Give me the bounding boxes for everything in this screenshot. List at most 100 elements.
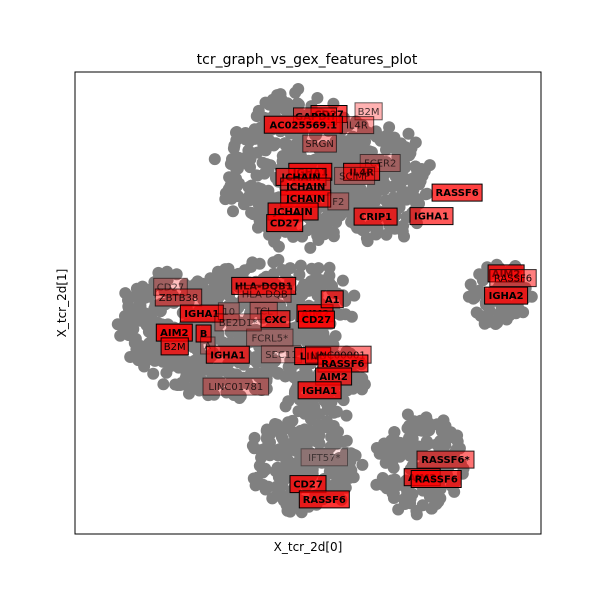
data-point	[126, 307, 139, 320]
data-point	[340, 409, 353, 422]
data-point	[393, 159, 405, 172]
gene-label-text: FCER2	[364, 159, 396, 170]
data-point	[264, 427, 277, 440]
gene-label: IGHA1	[205, 345, 250, 364]
data-point	[208, 367, 221, 380]
data-point	[191, 275, 204, 288]
data-point	[274, 88, 287, 101]
data-point	[284, 357, 297, 370]
gene-label: AC025569.1	[263, 115, 343, 134]
data-point	[291, 97, 304, 110]
gene-label-text: RASSF6*	[421, 455, 470, 466]
gene-label-text: AC025569.1	[270, 120, 338, 131]
gene-label-text: FCRL5*	[251, 333, 288, 344]
gene-label-text: HLA-DQB	[242, 289, 288, 300]
data-point	[262, 480, 275, 493]
gene-label-box	[202, 377, 270, 396]
gene-label-box	[217, 302, 240, 321]
gene-label-text: IGHA1	[414, 212, 449, 223]
data-point	[410, 422, 423, 435]
gene-label: IL4R	[339, 116, 375, 135]
chart-title: tcr_graph_vs_gex_features_plot	[197, 52, 418, 68]
data-point	[178, 362, 190, 375]
data-point	[226, 154, 239, 167]
data-point	[294, 259, 307, 272]
data-point	[336, 274, 349, 287]
gene-label-box	[327, 192, 350, 211]
gene-label: RASSF6	[431, 183, 483, 202]
data-point	[267, 267, 280, 280]
data-point	[242, 312, 255, 325]
data-point	[406, 172, 419, 185]
data-point	[402, 127, 415, 140]
gene-label-text: JCHAIN	[272, 207, 312, 218]
data-point	[250, 169, 263, 182]
data-point	[477, 272, 490, 285]
plot-frame	[74, 71, 542, 535]
data-point	[358, 222, 371, 235]
gene-labels-layer: CD27GAPDHB2MIL4RAC025569.1SRGNFCER2IL4RS…	[153, 102, 537, 509]
data-point	[211, 377, 224, 390]
gene-label-text: B2M	[164, 342, 186, 353]
data-point	[261, 298, 273, 311]
gene-label: SRGN	[302, 134, 337, 153]
data-point	[512, 302, 525, 315]
gene-label-box	[334, 166, 376, 185]
data-point	[350, 190, 363, 203]
data-point	[241, 377, 254, 390]
data-point	[229, 378, 242, 391]
data-point	[145, 282, 158, 295]
data-point	[245, 206, 258, 219]
data-point	[356, 458, 369, 471]
gene-label-box	[153, 277, 188, 296]
data-point	[272, 240, 285, 253]
data-point	[286, 414, 299, 427]
data-point	[370, 228, 382, 241]
gene-label: B2M	[160, 337, 189, 356]
gene-label: IGHA1	[297, 381, 342, 400]
data-point	[230, 126, 242, 139]
gene-label-box	[214, 313, 262, 332]
gene-label: CD27	[266, 214, 304, 233]
gene-label-text: CD27	[270, 219, 300, 230]
data-point	[279, 400, 292, 413]
data-point	[404, 492, 417, 505]
gene-label: B2M	[354, 102, 383, 121]
data-point	[339, 308, 352, 321]
data-point	[256, 189, 269, 202]
data-point	[147, 367, 160, 380]
gene-label-text: RASSF6	[303, 495, 346, 506]
data-point	[448, 485, 461, 498]
gene-label-text: RASSF6	[436, 188, 479, 199]
gene-label-box	[154, 288, 203, 307]
gene-label-box	[231, 276, 297, 295]
gene-label-text: CD27	[157, 282, 184, 293]
data-point	[296, 230, 309, 243]
data-point	[146, 322, 159, 335]
data-point	[445, 431, 457, 444]
data-point	[397, 439, 410, 452]
data-point	[132, 354, 145, 367]
gene-label-text: 10	[222, 307, 235, 318]
data-point	[311, 92, 324, 104]
data-point	[361, 126, 374, 139]
gene-label-text: A1	[325, 295, 340, 306]
data-point	[325, 335, 338, 348]
gene-label-text: SEC11	[265, 350, 297, 361]
data-point	[246, 256, 259, 269]
gene-label-text: SRGN	[305, 139, 334, 150]
data-point	[320, 415, 333, 428]
data-point	[292, 83, 305, 95]
gene-label-text: CD27	[302, 315, 332, 326]
data-point	[276, 432, 289, 445]
gene-label-box	[300, 448, 349, 467]
data-point	[231, 190, 244, 203]
data-point	[269, 418, 281, 430]
data-point	[467, 292, 480, 305]
gene-label: ZBTB38	[154, 288, 203, 307]
gene-label-text: IL4R	[349, 167, 374, 178]
gene-label-box	[416, 450, 475, 469]
gene-label: LINC01781	[202, 377, 270, 396]
gene-label-text: B	[200, 329, 208, 340]
